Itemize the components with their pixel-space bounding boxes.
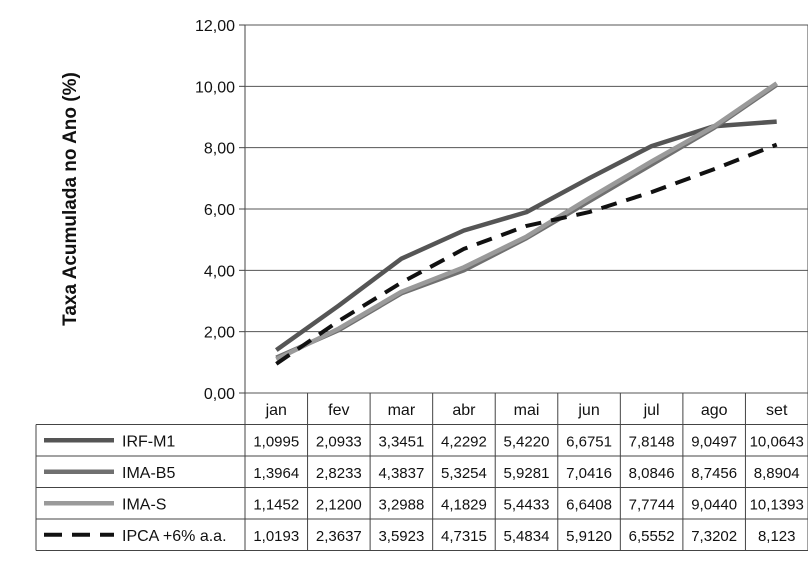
series-line — [276, 145, 776, 364]
y-tick-label: 8,00 — [204, 141, 235, 158]
table-value: 1,1452 — [253, 496, 299, 513]
table-value: 10,0643 — [750, 433, 804, 450]
x-category-label: mai — [514, 402, 540, 419]
x-category-label: abr — [452, 402, 476, 419]
series-line — [276, 85, 776, 358]
table-value: 4,3837 — [378, 465, 424, 482]
table-value: 8,0846 — [629, 465, 675, 482]
table-value: 7,7744 — [629, 496, 675, 513]
x-category-label: jul — [643, 402, 660, 419]
table-value: 8,8904 — [754, 465, 800, 482]
table-value: 6,5552 — [629, 528, 675, 545]
table-value: 10,1393 — [750, 496, 804, 513]
x-category-label: set — [766, 402, 788, 419]
x-category-label: mar — [388, 402, 416, 419]
legend-label: IRF-M1 — [122, 433, 175, 450]
table-value: 7,8148 — [629, 433, 675, 450]
table-value: 5,4433 — [504, 496, 550, 513]
legend-label: IMA-S — [122, 496, 166, 513]
x-category-label: jan — [265, 402, 287, 419]
table-value: 4,2292 — [441, 433, 487, 450]
table-value: 9,0497 — [691, 433, 737, 450]
x-category-label: jun — [577, 402, 599, 419]
y-tick-label: 6,00 — [204, 202, 235, 219]
table-value: 5,3254 — [441, 465, 487, 482]
y-tick-label: 2,00 — [204, 325, 235, 342]
table-value: 4,7315 — [441, 528, 487, 545]
x-category-label: fev — [328, 402, 349, 419]
table-value: 2,8233 — [316, 465, 362, 482]
table-value: 5,4834 — [504, 528, 550, 545]
series-line — [276, 83, 776, 359]
table-value: 1,0193 — [253, 528, 299, 545]
table-value: 7,3202 — [691, 528, 737, 545]
legend-label: IMA-B5 — [122, 465, 175, 482]
y-tick-label: 12,00 — [195, 18, 235, 35]
y-tick-label: 0,00 — [204, 386, 235, 403]
table-value: 3,2988 — [378, 496, 424, 513]
x-category-label: ago — [701, 402, 728, 419]
table-value: 4,1829 — [441, 496, 487, 513]
table-value: 3,5923 — [378, 528, 424, 545]
table-value: 5,4220 — [504, 433, 550, 450]
table-value: 8,7456 — [691, 465, 737, 482]
table-value: 5,9120 — [566, 528, 612, 545]
series-layer — [276, 83, 777, 364]
y-tick-label: 10,00 — [195, 79, 235, 96]
y-tick-label: 4,00 — [204, 263, 235, 280]
table-value: 2,3637 — [316, 528, 362, 545]
table-value: 9,0440 — [691, 496, 737, 513]
table-value: 1,3964 — [253, 465, 299, 482]
table-value: 2,0933 — [316, 433, 362, 450]
table-value: 2,1200 — [316, 496, 362, 513]
table-value: 5,9281 — [504, 465, 550, 482]
table-value: 1,0995 — [253, 433, 299, 450]
table-value: 8,123 — [758, 528, 796, 545]
y-axis-label: Taxa Acumulada no Ano (%) — [60, 72, 81, 326]
legend-label: IPCA +6% a.a. — [122, 528, 227, 545]
table-value: 3,3451 — [378, 433, 424, 450]
table-value: 6,6751 — [566, 433, 612, 450]
table-value: 6,6408 — [566, 496, 612, 513]
table-value: 7,0416 — [566, 465, 612, 482]
